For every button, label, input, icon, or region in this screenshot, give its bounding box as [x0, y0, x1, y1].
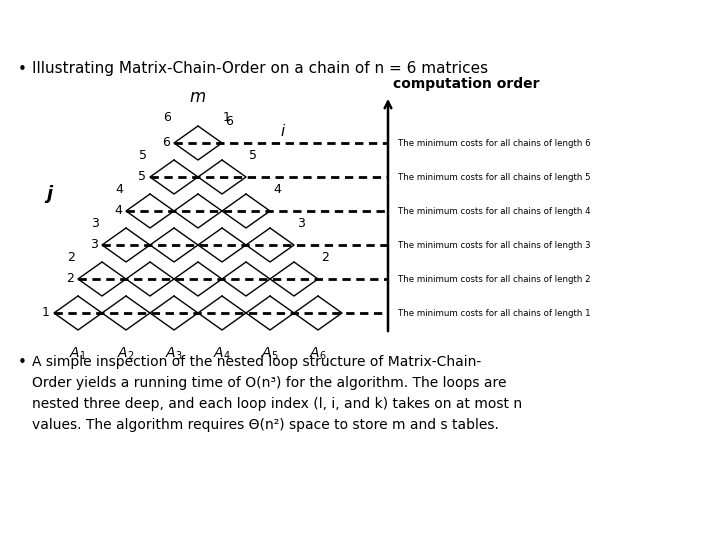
- Text: The minimum costs for all chains of length 1: The minimum costs for all chains of leng…: [398, 308, 590, 318]
- Text: 5: 5: [138, 171, 146, 184]
- Text: 6: 6: [162, 137, 170, 150]
- Text: 4: 4: [273, 183, 281, 196]
- Text: computation order: computation order: [393, 77, 539, 91]
- Text: The minimum costs for all chains of length 3: The minimum costs for all chains of leng…: [398, 240, 590, 249]
- Text: i: i: [280, 124, 284, 139]
- Text: The minimum costs for all chains of length 4: The minimum costs for all chains of leng…: [398, 206, 590, 215]
- Text: A simple inspection of the nested loop structure of Matrix-Chain-: A simple inspection of the nested loop s…: [32, 355, 481, 369]
- Text: $A_2$: $A_2$: [117, 346, 135, 362]
- Text: 2: 2: [66, 273, 74, 286]
- Text: $A_3$: $A_3$: [165, 346, 183, 362]
- Text: m: m: [190, 88, 206, 106]
- Text: $A_6$: $A_6$: [309, 346, 327, 362]
- Text: Order yields a running time of O(n³) for the algorithm. The loops are: Order yields a running time of O(n³) for…: [32, 376, 506, 390]
- Text: 5: 5: [139, 149, 147, 162]
- Text: 4: 4: [115, 183, 123, 196]
- Text: 2: 2: [321, 251, 329, 264]
- Text: The minimum costs for all chains of length 5: The minimum costs for all chains of leng…: [398, 172, 590, 181]
- Text: 6: 6: [225, 115, 233, 128]
- Text: 4: 4: [114, 205, 122, 218]
- Text: $A_5$: $A_5$: [261, 346, 279, 362]
- Text: $A_1$: $A_1$: [69, 346, 86, 362]
- Text: 3: 3: [90, 239, 98, 252]
- Text: Illustrating Matrix-Chain-Order on a chain of n = 6 matrices: Illustrating Matrix-Chain-Order on a cha…: [32, 61, 488, 76]
- Text: 1: 1: [223, 111, 231, 124]
- Text: •: •: [18, 355, 27, 370]
- Text: 1: 1: [42, 307, 50, 320]
- Text: The minimum costs for all chains of length 6: The minimum costs for all chains of leng…: [398, 138, 590, 147]
- Text: nested three deep, and each loop index (l, i, and k) takes on at most n: nested three deep, and each loop index (…: [32, 397, 522, 411]
- Text: 2: 2: [67, 251, 75, 264]
- Text: 6: 6: [163, 111, 171, 124]
- Text: $A_4$: $A_4$: [213, 346, 231, 362]
- Text: 3: 3: [297, 217, 305, 230]
- Text: 3: 3: [91, 217, 99, 230]
- Text: 5: 5: [249, 149, 257, 162]
- Text: The minimum costs for all chains of length 2: The minimum costs for all chains of leng…: [398, 274, 590, 284]
- Text: j: j: [46, 185, 52, 203]
- Text: values. The algorithm requires Θ(n²) space to store m and s tables.: values. The algorithm requires Θ(n²) spa…: [32, 418, 499, 432]
- Text: •: •: [18, 62, 27, 77]
